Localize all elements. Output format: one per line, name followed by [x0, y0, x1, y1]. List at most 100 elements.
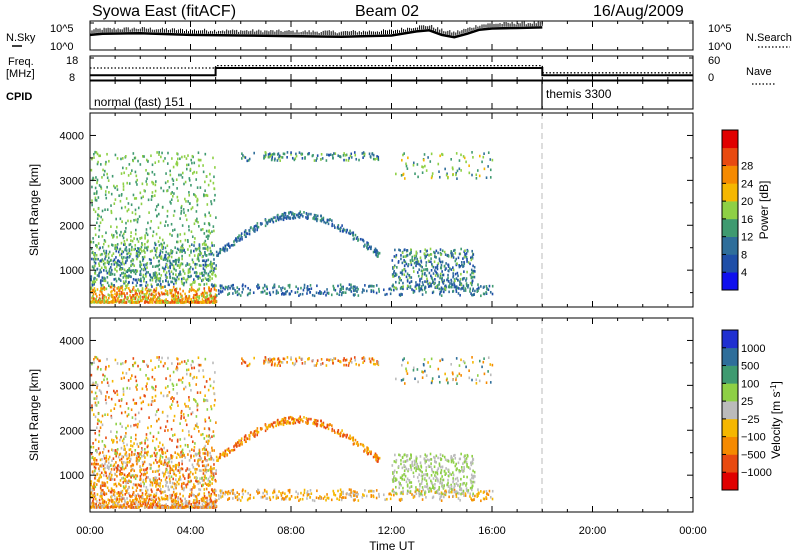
power-cell	[435, 285, 438, 289]
power-cell	[204, 299, 207, 302]
velocity-cell	[115, 484, 118, 488]
velocity-cell	[170, 467, 173, 471]
velocity-cell	[193, 459, 196, 462]
power-cell	[215, 264, 217, 267]
velocity-cell	[155, 410, 158, 413]
power-cell	[158, 296, 160, 300]
velocity-cell	[119, 452, 122, 456]
velocity-cell	[201, 499, 203, 503]
power-cell	[192, 299, 195, 302]
velocity-cell	[248, 362, 251, 366]
power-cell	[407, 156, 409, 160]
power-cell	[402, 285, 405, 288]
power-cell	[143, 267, 145, 271]
beam-title: Beam 02	[355, 3, 419, 20]
velocity-cell	[137, 503, 139, 506]
power-cell	[91, 203, 93, 207]
velocity-cell	[203, 479, 205, 482]
power-cell	[266, 292, 269, 295]
power-cell	[212, 181, 215, 185]
power-cell	[180, 204, 183, 208]
power-cell	[221, 284, 223, 288]
velocity-cell	[112, 505, 114, 509]
velocity-cell	[186, 467, 189, 470]
velocity-cell	[208, 427, 211, 431]
power-cell	[181, 171, 184, 175]
power-cell	[489, 158, 492, 161]
velocity-cell	[265, 426, 268, 429]
power-cell	[94, 150, 96, 154]
power-cell	[434, 269, 436, 272]
power-cell	[101, 235, 104, 238]
power-cell	[206, 203, 209, 206]
power-cell	[122, 185, 125, 188]
velocity-cell	[210, 502, 213, 505]
velocity-cell	[209, 506, 211, 509]
power-cell	[128, 251, 130, 255]
velocity-cell	[133, 402, 136, 405]
velocity-cell	[211, 490, 214, 493]
power-cell	[294, 216, 297, 220]
power-cell	[127, 300, 130, 303]
power-cell	[418, 268, 420, 271]
velocity-cell	[165, 480, 168, 484]
velocity-cell	[120, 411, 123, 415]
velocity-cell	[139, 442, 142, 445]
velocity-cell	[147, 365, 149, 368]
power-cell	[162, 300, 164, 304]
power-cell	[238, 292, 240, 296]
velocity-cell	[209, 480, 211, 484]
velocity-cell	[194, 505, 196, 508]
power-cell	[408, 274, 410, 277]
power-cell	[428, 281, 431, 285]
power-cell	[161, 243, 164, 247]
power-cell	[110, 268, 113, 272]
power-cell	[211, 262, 214, 266]
power-cell	[146, 290, 148, 294]
velocity-cell	[156, 488, 158, 492]
colorbar-tick-label: 4	[741, 267, 747, 279]
power-cell	[138, 292, 141, 295]
power-cell	[212, 301, 214, 304]
power-cell	[232, 287, 235, 290]
power-cell	[277, 213, 279, 217]
power-cell	[211, 241, 213, 245]
power-cell	[98, 293, 101, 297]
power-cell	[178, 277, 180, 281]
velocity-cell	[216, 459, 218, 462]
power-cell	[175, 261, 177, 265]
power-cell	[426, 279, 429, 283]
power-cell	[472, 264, 474, 268]
power-cell	[212, 299, 215, 303]
power-cell	[207, 234, 209, 238]
power-cell	[469, 273, 472, 277]
noise-right-tick-top: 10^5	[708, 23, 732, 35]
velocity-cell	[126, 414, 129, 418]
velocity-cell	[165, 425, 167, 429]
power-cell	[391, 259, 394, 262]
power-cell	[116, 287, 118, 290]
power-cell	[214, 301, 217, 304]
power-cell	[276, 159, 279, 162]
velocity-cell	[154, 448, 157, 452]
velocity-cell	[203, 476, 206, 479]
velocity-cell	[103, 470, 106, 474]
velocity-cell	[104, 367, 107, 371]
power-cell	[431, 263, 433, 266]
velocity-cell	[293, 363, 296, 367]
power-cell	[136, 247, 139, 250]
velocity-cell	[271, 358, 274, 361]
power-cell	[256, 228, 259, 232]
power-cell	[303, 286, 306, 289]
power-cell	[143, 249, 145, 252]
power-cell	[229, 286, 231, 290]
power-cell	[98, 154, 100, 158]
power-cell	[180, 280, 183, 283]
velocity-cell	[189, 470, 192, 474]
velocity-cell	[126, 461, 129, 464]
power-cell	[415, 252, 418, 256]
velocity-cell	[186, 502, 189, 506]
power-cell	[418, 289, 421, 293]
nave-line	[90, 64, 693, 74]
power-cell	[349, 287, 351, 291]
